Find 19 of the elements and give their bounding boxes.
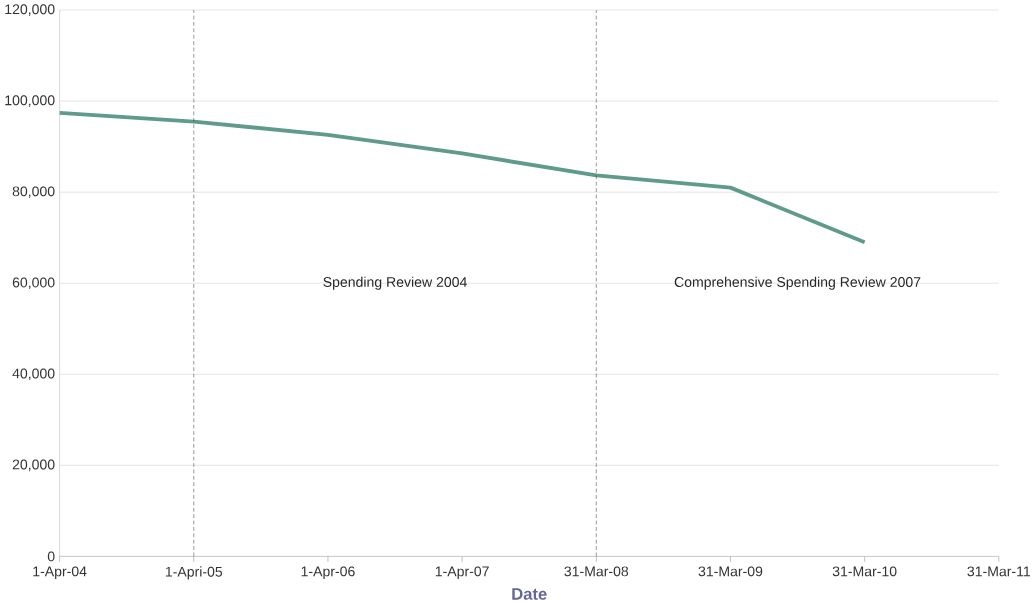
y-tick-label: 80,000 <box>12 186 55 198</box>
x-tick-label: 31-Mar-11 <box>967 566 1031 577</box>
x-tick-label: 1-Apri-05 <box>165 566 223 580</box>
x-tick-label: 31-Mar-10 <box>832 566 897 577</box>
x-tick-label: 1-Apr-04 <box>33 566 87 580</box>
y-tick-label: 40,000 <box>12 368 55 381</box>
annotation: Spending Review 2004 <box>323 276 467 290</box>
x-tick-label: 1-Apr-06 <box>301 566 355 580</box>
line-series <box>57 110 867 245</box>
y-tick-label: 120,000 <box>5 4 55 16</box>
x-tick-label: 31-Mar-09 <box>698 566 763 577</box>
x-axis-title: Date <box>512 588 547 600</box>
y-tick-label: 20,000 <box>12 459 55 472</box>
annotation: Comprehensive Spending Review 2007 <box>674 276 921 290</box>
y-tick-label: 100,000 <box>5 95 55 107</box>
x-tick-label: 31-Mar-08 <box>564 566 629 577</box>
x-tick-label: 1-Apr-07 <box>435 566 489 580</box>
y-tick-label: 60,000 <box>12 277 55 289</box>
y-tick-label: 0 <box>47 551 55 562</box>
